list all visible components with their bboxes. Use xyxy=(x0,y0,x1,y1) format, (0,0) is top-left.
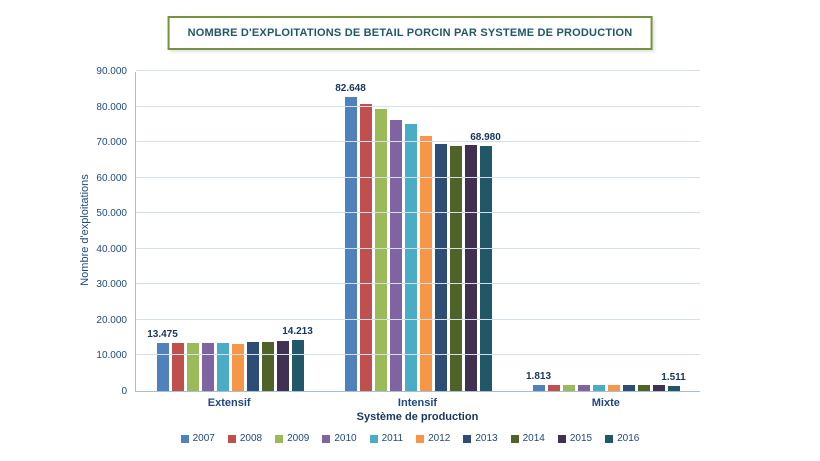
legend-label: 2009 xyxy=(287,433,310,444)
legend-item-2013: 2013 xyxy=(463,433,498,444)
bar-value-label: 1.511 xyxy=(661,371,686,383)
bar-extensif-2010 xyxy=(201,342,214,391)
bar-intensif-2013 xyxy=(434,143,447,391)
y-tick-label: 20.000 xyxy=(96,314,127,326)
bar-mixte-2008 xyxy=(547,384,560,391)
bar-value-label: 14.213 xyxy=(282,326,313,338)
bar-value-label: 1.813 xyxy=(525,370,552,382)
gridline xyxy=(136,247,700,249)
legend-item-2016: 2016 xyxy=(605,433,639,444)
bar-extensif-2008 xyxy=(171,343,184,391)
legend-swatch-icon xyxy=(510,434,519,443)
gridline xyxy=(136,318,700,320)
legend-swatch-icon xyxy=(227,434,236,443)
legend-label: 2008 xyxy=(239,433,263,444)
legend-item-2008: 2008 xyxy=(227,433,263,444)
gridline xyxy=(136,283,700,285)
plot-area: 13.475 14.213 82.648 68.980 1.813 1.511 0 10.0… xyxy=(96,66,700,397)
legend-swatch-icon xyxy=(180,434,189,443)
legend-swatch-icon xyxy=(416,434,425,443)
legend-item-2012: 2012 xyxy=(416,433,450,444)
legend-item-2010: 2010 xyxy=(322,433,357,444)
legend-swatch-icon xyxy=(275,434,284,443)
bar-extensif-2007: 13.475 xyxy=(147,329,178,391)
legend-label: 2010 xyxy=(334,433,357,444)
bar-mixte-2015 xyxy=(652,385,665,391)
bar-value-label: 68.980 xyxy=(470,131,501,143)
y-tick-label: 70.000 xyxy=(96,137,127,149)
bar-mixte-2007: 1.813 xyxy=(526,371,551,391)
bar-intensif-2012 xyxy=(419,136,432,391)
legend-item-2007: 2007 xyxy=(180,433,215,444)
gridline xyxy=(136,70,700,71)
y-tick-label: 90.000 xyxy=(96,66,127,77)
bar-intensif-2015 xyxy=(464,144,477,391)
legend-label: 2007 xyxy=(192,433,215,444)
legend-item-2015: 2015 xyxy=(557,433,593,444)
bar-extensif-2015 xyxy=(276,340,289,391)
y-tick-label: 80.000 xyxy=(96,101,127,113)
gridline xyxy=(136,141,700,143)
bar-mixte-2014 xyxy=(637,384,650,391)
category-label-intensif: Intensif xyxy=(397,397,438,409)
bar-extensif-2012 xyxy=(231,343,244,391)
chart-title: NOMBRE D'EXPLOITATIONS DE BETAIL PORCIN … xyxy=(167,16,653,50)
bar-mixte-2012 xyxy=(607,385,620,391)
legend-label: 2016 xyxy=(617,433,640,444)
bar-mixte-2016: 1.511 xyxy=(661,372,686,391)
category-label-mixte: Mixte xyxy=(591,397,620,409)
legend-item-2011: 2011 xyxy=(369,433,404,444)
bar-group-mixte: 1.813 1.511 xyxy=(512,72,700,391)
y-tick-label: 60.000 xyxy=(96,172,127,184)
bar-intensif-2011 xyxy=(404,123,417,391)
bar-mixte-2009 xyxy=(562,384,575,391)
bar-intensif-2014 xyxy=(449,145,462,391)
bar-group-intensif: 82.648 68.980 xyxy=(324,72,512,391)
y-axis-title: Nombre d'exploitations xyxy=(79,174,91,286)
legend-label: 2014 xyxy=(522,433,545,444)
bar-extensif-2016: 14.213 xyxy=(282,326,313,391)
legend-label: 2013 xyxy=(475,433,498,444)
bar-group-extensif: 13.475 14.213 xyxy=(136,72,324,391)
category-label-extensif: Extensif xyxy=(207,397,251,409)
bar-extensif-2009 xyxy=(186,342,199,391)
y-tick-label: 50.000 xyxy=(96,208,127,220)
bar-groups: 13.475 14.213 82.648 68.980 1.813 1.511 xyxy=(136,72,700,391)
bar-extensif-2011 xyxy=(216,343,229,391)
bar-value-label: 82.648 xyxy=(335,83,366,95)
legend-label: 2011 xyxy=(381,433,404,444)
bar-mixte-2013 xyxy=(622,384,635,391)
legend-swatch-icon xyxy=(463,434,472,443)
gridline xyxy=(136,105,700,107)
legend-item-2009: 2009 xyxy=(275,433,309,444)
bar-intensif-2009 xyxy=(374,108,387,391)
bar-intensif-2010 xyxy=(389,120,402,391)
y-tick-label: 40.000 xyxy=(96,243,127,255)
legend-swatch-icon xyxy=(322,434,331,443)
bar-mixte-2010 xyxy=(577,384,590,391)
gridline xyxy=(136,354,700,356)
legend: 2007 2008 2009 2010 2011 2012 2013 2014 2015 2016 xyxy=(0,433,820,444)
legend-label: 2012 xyxy=(428,433,451,444)
legend-label: 2015 xyxy=(569,433,593,444)
bar-value-label: 13.475 xyxy=(147,329,178,341)
y-tick-label: 0 xyxy=(121,386,127,397)
y-tick-label: 10.000 xyxy=(96,350,127,362)
gridline xyxy=(136,176,700,178)
x-axis-category-labels: Extensif Intensif Mixte xyxy=(135,397,700,409)
bar-mixte-2011 xyxy=(592,384,605,391)
legend-swatch-icon xyxy=(369,434,378,443)
bar-extensif-2013 xyxy=(246,342,259,391)
x-axis-title: Système de production xyxy=(356,411,479,423)
legend-swatch-icon xyxy=(557,434,566,443)
bar-extensif-2014 xyxy=(261,341,274,391)
legend-item-2014: 2014 xyxy=(510,433,545,444)
bar-intensif-2007: 82.648 xyxy=(335,83,366,391)
bar-intensif-2016: 68.980 xyxy=(470,132,501,391)
legend-swatch-icon xyxy=(605,434,614,443)
gridline xyxy=(136,212,700,214)
y-tick-label: 30.000 xyxy=(96,279,127,291)
